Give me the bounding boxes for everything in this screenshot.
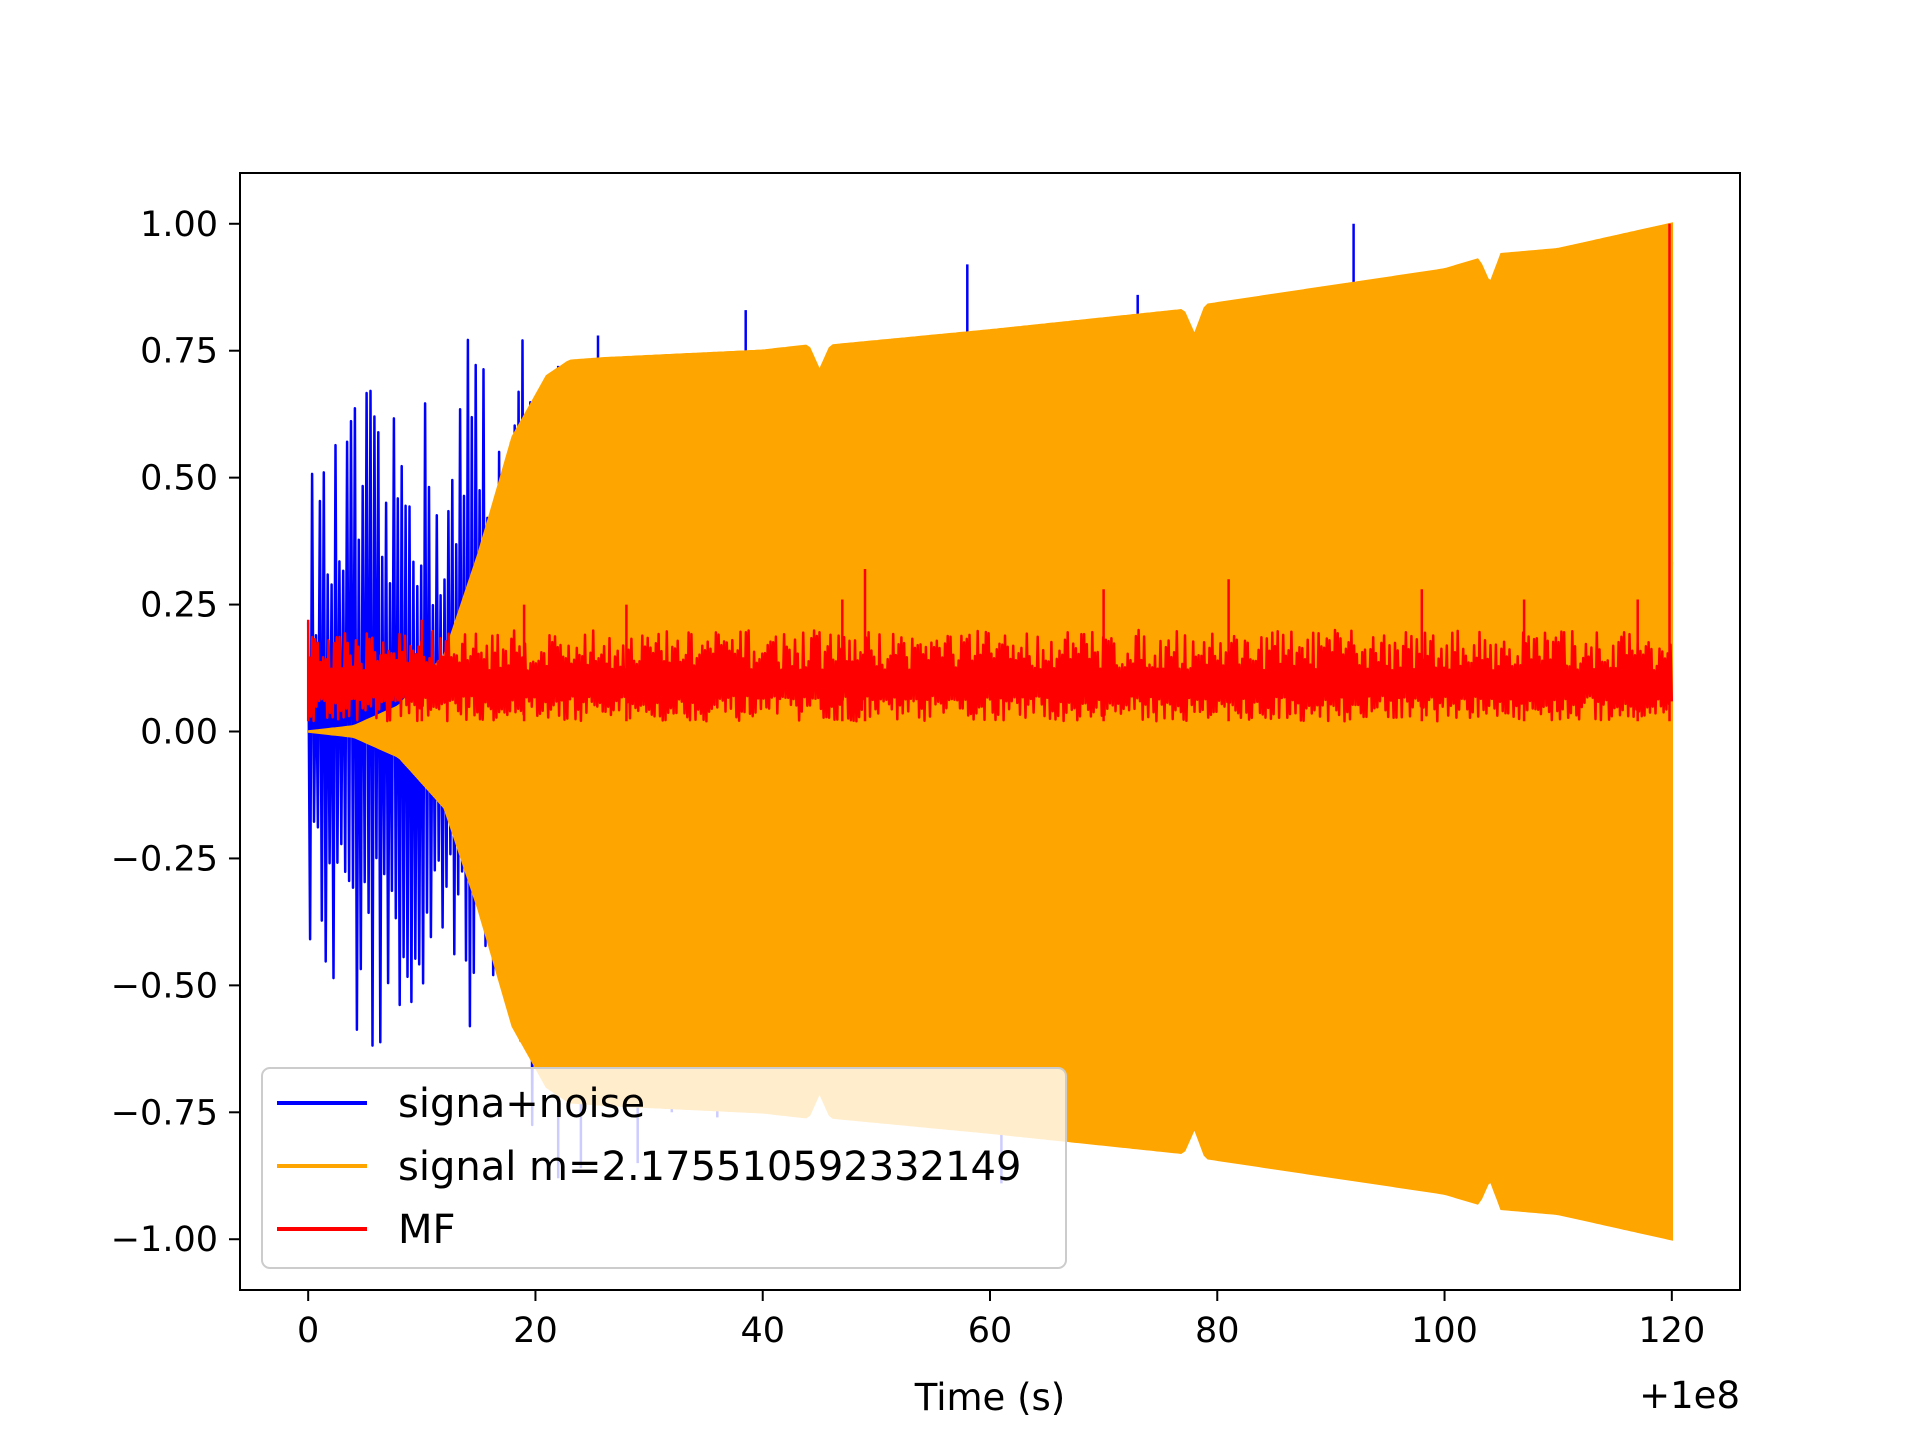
y-tick-label: −0.75 xyxy=(111,1093,218,1133)
y-tick-label: 1.00 xyxy=(140,205,218,245)
legend: signa+noise signal m=2.175510592332149 MF xyxy=(261,1067,1067,1269)
series-layer xyxy=(306,222,1674,1241)
y-tick-label: 0.25 xyxy=(140,586,218,626)
legend-box xyxy=(261,1067,1067,1269)
y-tick-label: −0.50 xyxy=(111,966,218,1006)
x-tick-label: 0 xyxy=(297,1311,319,1351)
y-tick-label: 0.50 xyxy=(140,459,218,499)
legend-label: signal m=2.175510592332149 xyxy=(398,1144,1021,1190)
x-axis-offset-label: +1e8 xyxy=(1639,1374,1740,1417)
x-axis: 0 20 40 60 80 100 120 xyxy=(297,1290,1705,1351)
x-tick-label: 120 xyxy=(1638,1311,1705,1351)
y-tick-label: 0.00 xyxy=(140,713,218,753)
x-tick-label: 80 xyxy=(1195,1311,1240,1351)
x-axis-label: Time (s) xyxy=(914,1376,1065,1419)
x-tick-label: 60 xyxy=(968,1311,1013,1351)
x-tick-label: 40 xyxy=(740,1311,785,1351)
y-axis: 1.00 0.75 0.50 0.25 0.00 −0.25 −0.50 −0.75 −1.00 xyxy=(111,205,240,1260)
legend-label: signa+noise xyxy=(398,1081,645,1127)
x-tick-label: 20 xyxy=(513,1311,558,1351)
y-tick-label: −0.25 xyxy=(111,839,218,879)
y-tick-label: −1.00 xyxy=(111,1220,218,1260)
x-tick-label: 100 xyxy=(1411,1311,1478,1351)
legend-label: MF xyxy=(398,1207,456,1253)
y-tick-label: 0.75 xyxy=(140,332,218,372)
series-mf-line xyxy=(306,223,1674,723)
